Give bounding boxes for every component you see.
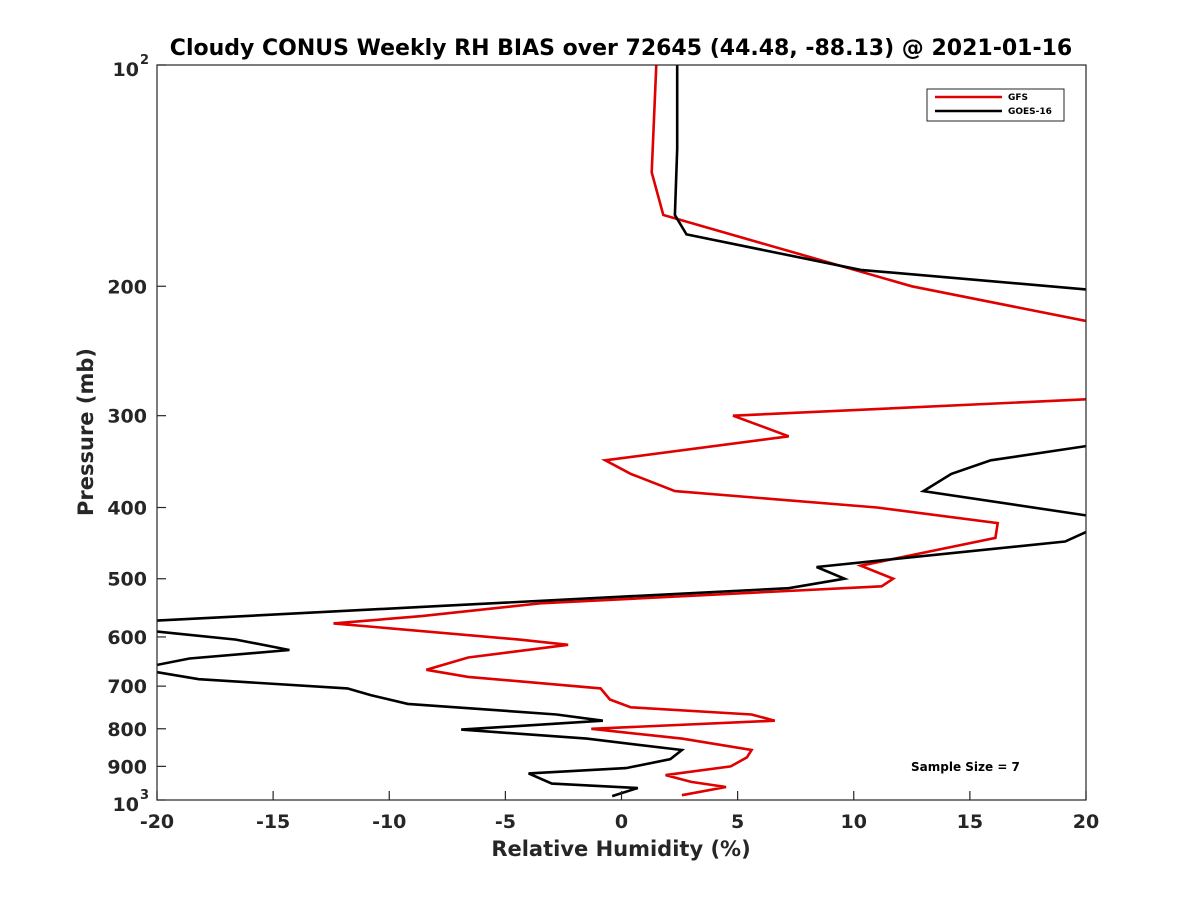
series-layer <box>157 65 1086 798</box>
y-tick-exponent: 3 <box>140 788 149 803</box>
sample-size-annotation: Sample Size = 7 <box>911 760 1020 774</box>
y-tick-label: 10 <box>113 59 139 81</box>
x-tick-label: 20 <box>1073 811 1099 833</box>
series-line-gfs <box>333 65 1086 797</box>
y-tick-label: 600 <box>107 627 147 649</box>
y-tick-label: 900 <box>107 756 147 778</box>
x-tick-label: 15 <box>957 811 983 833</box>
x-axis: -20 -15 -10 -5 0 5 10 15 20 <box>140 791 1099 833</box>
legend-box <box>926 88 1065 122</box>
y-tick-label: 800 <box>107 719 147 741</box>
y-tick-label: 10 <box>113 794 139 816</box>
x-tick-label: -5 <box>495 811 516 833</box>
legend-label-gfs: GFS <box>1008 93 1028 103</box>
legend: GFS GOES-16 <box>926 88 1065 122</box>
y-tick-label: 700 <box>107 676 147 698</box>
x-axis-label: Relative Humidity (%) <box>491 837 750 861</box>
x-tick-label: -20 <box>140 811 174 833</box>
x-tick-label: 5 <box>731 811 744 833</box>
y-tick-label: 400 <box>107 498 147 520</box>
series-line-goes-16 <box>157 65 1086 798</box>
y-tick-label: 300 <box>107 406 147 428</box>
chart-title: Cloudy CONUS Weekly RH BIAS over 72645 (… <box>170 36 1072 61</box>
x-tick-label: -10 <box>372 811 406 833</box>
y-tick-exponent: 2 <box>140 53 149 68</box>
x-tick-label: 0 <box>615 811 628 833</box>
x-tick-label: 10 <box>841 811 867 833</box>
y-tick-label: 200 <box>107 276 147 298</box>
plot-area: -20 -15 -10 -5 0 5 10 15 20 10 220030040050060070… <box>107 53 1099 833</box>
x-tick-label: -15 <box>256 811 290 833</box>
legend-label-goes-16: GOES-16 <box>1008 107 1052 117</box>
y-tick-label: 500 <box>107 569 147 591</box>
y-axis-label: Pressure (mb) <box>74 348 98 516</box>
